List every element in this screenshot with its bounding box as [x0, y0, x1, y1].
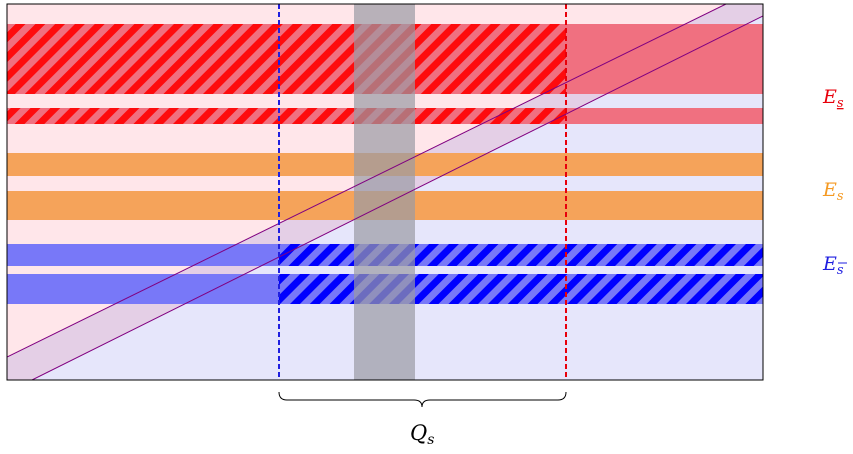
band-blue-top-hatch: [279, 244, 763, 266]
brace: [278, 391, 567, 408]
band-red-bottom-hatch: [7, 108, 566, 124]
gray-column: [354, 4, 415, 380]
label-q: Qs: [410, 421, 434, 448]
label-e-upper-group: Es: [822, 253, 847, 278]
diagonal-line-lower: [31, 15, 763, 380]
label-e-lower: Es: [822, 86, 844, 111]
label-e-upper: Es: [822, 253, 844, 278]
diagonal-line-upper: [7, 4, 727, 358]
band-blue-bottom-hatch: [279, 274, 763, 304]
label-e-mid: Es: [822, 179, 844, 204]
plot-frame: [6, 3, 764, 381]
band-red-top-hatch: [7, 24, 566, 94]
plot-area: [7, 4, 763, 380]
